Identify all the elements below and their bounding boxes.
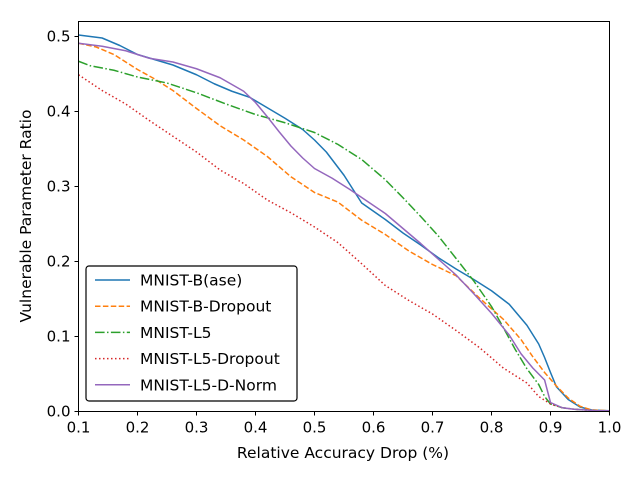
series-line-3 xyxy=(78,74,610,413)
series-line-4 xyxy=(78,42,610,412)
axes-frame xyxy=(78,21,610,412)
y-axis-ticks: 0.0 0.1 0.2 0.3 0.4 0.5 xyxy=(47,28,79,421)
x-axis-title: Relative Accuracy Drop (%) xyxy=(237,444,449,462)
legend-label: MNIST-B(ase) xyxy=(140,272,242,290)
series-line-1 xyxy=(78,42,610,412)
x-tick-label: 0.6 xyxy=(362,419,386,437)
y-tick-label: 0.0 xyxy=(47,403,71,421)
y-tick-label: 0.3 xyxy=(47,178,71,196)
series-layer xyxy=(78,34,610,413)
x-tick-label: 0.1 xyxy=(67,419,91,437)
x-tick-label: 0.2 xyxy=(126,419,150,437)
y-tick-label: 0.4 xyxy=(47,103,71,121)
x-tick-label: 0.5 xyxy=(303,419,327,437)
series-line-2 xyxy=(78,60,610,412)
legend-label: MNIST-L5 xyxy=(140,324,212,342)
y-axis-title: Vulnerable Parameter Ratio xyxy=(17,110,35,323)
legend: MNIST-B(ase) MNIST-B-Dropout MNIST-L5 MNIST… xyxy=(85,265,298,402)
x-tick-label: 1.0 xyxy=(598,419,622,437)
y-tick-label: 0.5 xyxy=(47,28,71,46)
x-tick-label: 0.7 xyxy=(421,419,445,437)
legend-label: MNIST-L5-Dropout xyxy=(140,350,280,368)
y-tick-label: 0.2 xyxy=(47,253,71,271)
y-tick-label: 0.1 xyxy=(47,328,71,346)
x-tick-label: 0.3 xyxy=(185,419,209,437)
x-tick-label: 0.8 xyxy=(480,419,504,437)
legend-label: MNIST-L5-D-Norm xyxy=(140,376,277,394)
legend-box xyxy=(85,265,298,402)
series-line-0 xyxy=(78,34,610,412)
x-tick-label: 0.9 xyxy=(539,419,563,437)
x-axis-ticks: 0.1 0.2 0.3 0.4 0.5 0.6 0.7 0.8 0.9 1.0 xyxy=(67,411,622,437)
legend-label: MNIST-B-Dropout xyxy=(140,298,271,316)
x-tick-label: 0.4 xyxy=(244,419,268,437)
